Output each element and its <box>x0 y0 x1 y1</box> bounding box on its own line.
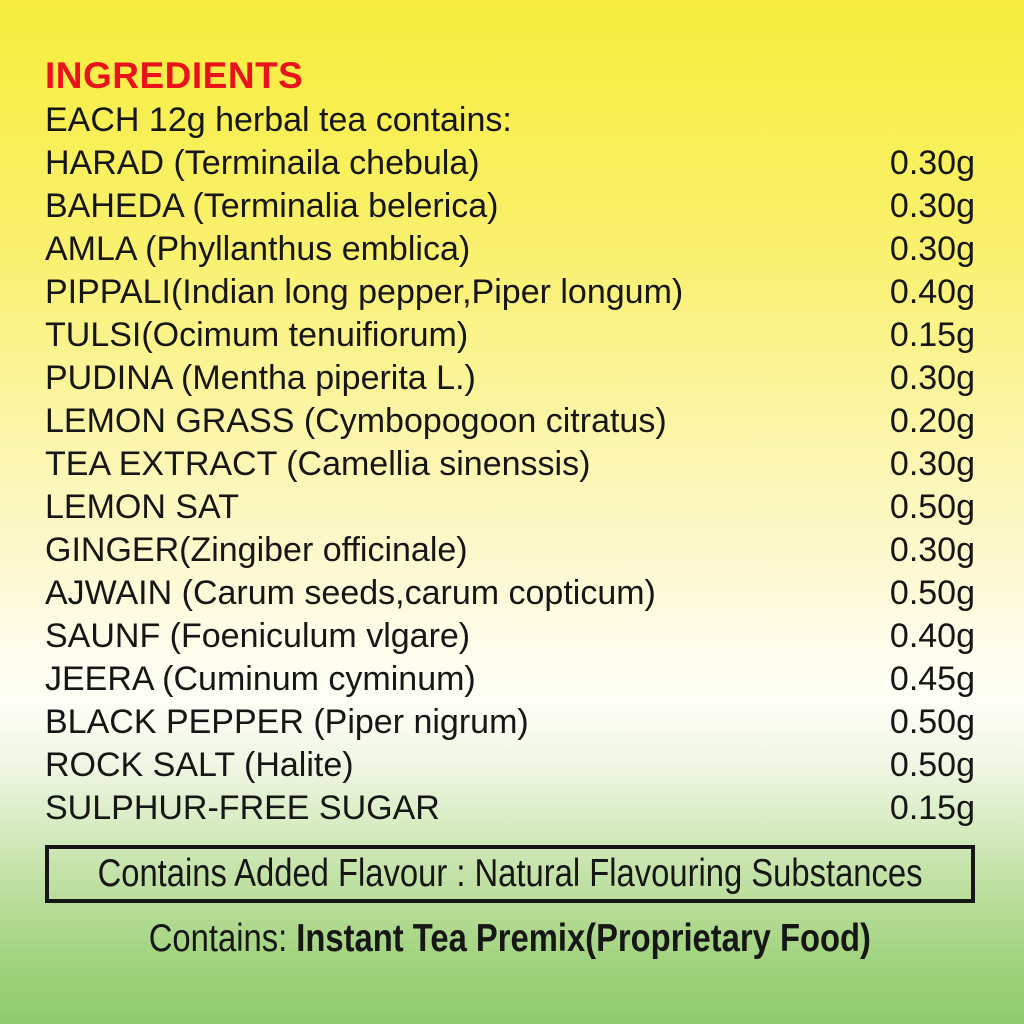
ingredient-name: AJWAIN (Carum seeds,carum copticum) <box>45 574 656 612</box>
ingredient-name: GINGER(Zingiber officinale) <box>45 531 468 569</box>
ingredient-amount: 0.15g <box>889 789 975 827</box>
ingredient-amount: 0.30g <box>889 144 975 182</box>
ingredient-amount: 0.30g <box>889 445 975 483</box>
ingredient-row: LEMON GRASS (Cymbopogoon citratus) 0.20g <box>45 400 975 443</box>
ingredient-name: BLACK PEPPER (Piper nigrum) <box>45 703 529 741</box>
ingredient-name: LEMON GRASS (Cymbopogoon citratus) <box>45 402 667 440</box>
ingredient-list: HARAD (Terminaila chebula) 0.30g BAHEDA … <box>45 142 975 830</box>
ingredient-row: BLACK PEPPER (Piper nigrum) 0.50g <box>45 701 975 744</box>
ingredient-name: SULPHUR-FREE SUGAR <box>45 789 440 827</box>
ingredient-row: TULSI(Ocimum tenuifiorum) 0.15g <box>45 314 975 357</box>
ingredient-name: ROCK SALT (Halite) <box>45 746 354 784</box>
ingredient-row: TEA EXTRACT (Camellia sinenssis) 0.30g <box>45 443 975 486</box>
ingredient-name: BAHEDA (Terminalia belerica) <box>45 187 499 225</box>
ingredient-amount: 0.30g <box>889 359 975 397</box>
ingredient-name: TEA EXTRACT (Camellia sinenssis) <box>45 445 591 483</box>
ingredient-row: PUDINA (Mentha piperita L.) 0.30g <box>45 357 975 400</box>
ingredient-amount: 0.30g <box>889 187 975 225</box>
contains-line: Contains: Instant Tea Premix(Proprietary… <box>45 915 975 963</box>
ingredient-amount: 0.30g <box>889 230 975 268</box>
contains-product: Instant Tea Premix(Proprietary Food) <box>296 917 872 960</box>
ingredient-name: AMLA (Phyllanthus emblica) <box>45 230 471 268</box>
ingredient-amount: 0.50g <box>889 488 975 526</box>
ingredient-row: BAHEDA (Terminalia belerica) 0.30g <box>45 185 975 228</box>
ingredients-heading: INGREDIENTS <box>45 55 304 96</box>
ingredient-name: PUDINA (Mentha piperita L.) <box>45 359 476 397</box>
ingredient-row: ROCK SALT (Halite) 0.50g <box>45 744 975 787</box>
ingredient-amount: 0.40g <box>889 273 975 311</box>
added-flavour-text: Contains Added Flavour : Natural Flavour… <box>97 852 923 895</box>
ingredient-name: JEERA (Cuminum cyminum) <box>45 660 476 698</box>
added-flavour-box: Contains Added Flavour : Natural Flavour… <box>45 845 975 903</box>
ingredient-row: HARAD (Terminaila chebula) 0.30g <box>45 142 975 185</box>
ingredient-name: HARAD (Terminaila chebula) <box>45 144 480 182</box>
ingredient-amount: 0.15g <box>889 316 975 354</box>
ingredient-amount: 0.50g <box>889 574 975 612</box>
ingredient-name: TULSI(Ocimum tenuifiorum) <box>45 316 469 354</box>
ingredient-amount: 0.30g <box>889 531 975 569</box>
ingredient-amount: 0.50g <box>889 746 975 784</box>
ingredient-row: AMLA (Phyllanthus emblica) 0.30g <box>45 228 975 271</box>
ingredient-row: PIPPALI(Indian long pepper,Piper longum)… <box>45 271 975 314</box>
ingredient-amount: 0.50g <box>889 703 975 741</box>
contains-prefix: Contains: <box>148 917 297 960</box>
ingredient-name: PIPPALI(Indian long pepper,Piper longum) <box>45 273 684 311</box>
ingredient-row: GINGER(Zingiber officinale) 0.30g <box>45 529 975 572</box>
ingredient-row: JEERA (Cuminum cyminum) 0.45g <box>45 658 975 701</box>
ingredient-row: LEMON SAT 0.50g <box>45 486 975 529</box>
ingredient-amount: 0.40g <box>889 617 975 655</box>
ingredient-name: SAUNF (Foeniculum vlgare) <box>45 617 471 655</box>
ingredient-name: LEMON SAT <box>45 488 239 526</box>
ingredient-amount: 0.45g <box>889 660 975 698</box>
serving-line: EACH 12g herbal tea contains: <box>45 101 512 139</box>
ingredient-row: AJWAIN (Carum seeds,carum copticum) 0.50… <box>45 572 975 615</box>
ingredient-row: SULPHUR-FREE SUGAR 0.15g <box>45 787 975 830</box>
ingredient-amount: 0.20g <box>889 402 975 440</box>
ingredient-row: SAUNF (Foeniculum vlgare) 0.40g <box>45 615 975 658</box>
